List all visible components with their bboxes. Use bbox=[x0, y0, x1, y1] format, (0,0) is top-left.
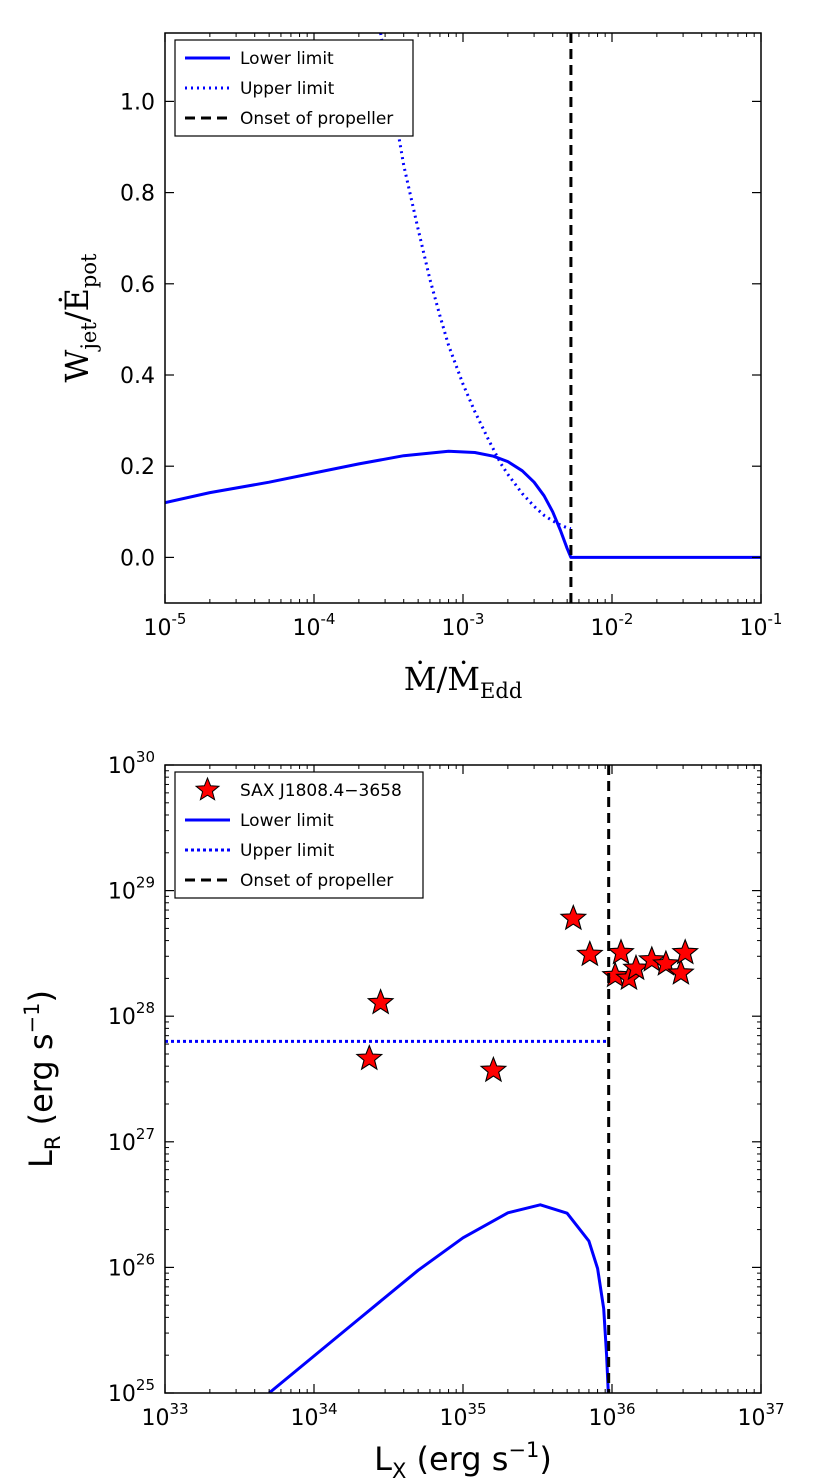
top-x-axis-label: Ṁ/ṀEdd bbox=[404, 660, 523, 703]
top-lower-limit-line bbox=[165, 449, 761, 559]
bottom-ytick-label-1: 1026 bbox=[108, 1250, 155, 1281]
bottom-xtick-label-0: 1033 bbox=[141, 1400, 188, 1431]
bottom-xtick-label-4: 1037 bbox=[737, 1400, 784, 1431]
bottom-y-axis-label: LR (erg s−1) bbox=[20, 990, 65, 1168]
bottom-data-point-4 bbox=[576, 939, 604, 967]
bottom-data-point-9 bbox=[637, 945, 666, 972]
top-xtick-label-1: 10-4 bbox=[293, 610, 336, 641]
bottom-legend-label-3: Onset of propeller bbox=[240, 871, 393, 891]
top-xtick-label-3: 10-2 bbox=[591, 610, 634, 641]
top-xtick-label-0: 10-5 bbox=[144, 610, 187, 641]
bottom-legend-star-marker bbox=[194, 776, 221, 801]
bottom-data-point-0 bbox=[355, 1044, 384, 1071]
bottom-legend-label-0: SAX J1808.4−3658 bbox=[240, 781, 402, 801]
top-legend-label-0: Lower limit bbox=[240, 49, 334, 69]
bottom-data-point-12 bbox=[671, 938, 700, 965]
bottom-data-point-5 bbox=[601, 961, 629, 988]
top-xtick-label-2: 10-3 bbox=[442, 610, 485, 641]
bottom-data-point-6 bbox=[607, 938, 635, 965]
bottom-data-point-10 bbox=[652, 949, 680, 976]
top-ytick-label-4: 0.8 bbox=[120, 182, 155, 207]
top-plot-area bbox=[165, 33, 761, 603]
top-legend-label-1: Upper limit bbox=[240, 79, 335, 99]
bottom-ytick-label-5: 1030 bbox=[108, 748, 155, 779]
bottom-ytick-label-2: 1027 bbox=[108, 1125, 155, 1156]
bottom-ytick-label-0: 1025 bbox=[108, 1376, 155, 1407]
top-ytick-label-2: 0.4 bbox=[120, 364, 155, 389]
bottom-data-point-3 bbox=[559, 903, 588, 931]
top-xtick-label-4: 10-1 bbox=[740, 610, 783, 641]
bottom-xtick-label-3: 1036 bbox=[588, 1400, 635, 1431]
top-upper-limit-line bbox=[379, 33, 572, 531]
bottom-legend: SAX J1808.4−3658 Lower limit Upper limit On… bbox=[174, 771, 424, 899]
top-y-axis-label: Wjet/Ėpot bbox=[58, 253, 101, 383]
bottom-data-point-2 bbox=[479, 1055, 508, 1083]
bottom-data-point-1 bbox=[366, 988, 395, 1015]
top-ytick-label-5: 1.0 bbox=[120, 90, 155, 115]
bottom-legend-label-1: Lower limit bbox=[240, 811, 334, 831]
bottom-panel: 1033 1034 1035 1036 1037 1025 1026 1027 1028 1029… bbox=[20, 748, 785, 1480]
bottom-xtick-label-1: 1034 bbox=[290, 1400, 337, 1431]
bottom-legend-box bbox=[174, 771, 424, 899]
top-ytick-label-0: 0.0 bbox=[120, 546, 155, 571]
bottom-data-point-11 bbox=[667, 958, 695, 985]
top-panel: 10-5 10-4 10-3 10-2 10-1 0.0 0.2 0.4 0.6 0.8 1.0 Ṁ/… bbox=[58, 32, 783, 703]
bottom-lower-limit-line bbox=[268, 1203, 610, 1393]
bottom-x-axis-label: LX (erg s−1) bbox=[374, 1438, 552, 1480]
top-legend-box bbox=[174, 39, 414, 137]
bottom-legend-label-2: Upper limit bbox=[240, 841, 335, 861]
bottom-plot-area bbox=[165, 765, 700, 1393]
bottom-ytick-label-3: 1028 bbox=[108, 999, 155, 1030]
top-ytick-label-1: 0.2 bbox=[120, 455, 155, 480]
bottom-ytick-label-4: 1029 bbox=[108, 874, 155, 905]
top-legend: Lower limit Upper limit Onset of propeller bbox=[174, 39, 414, 137]
top-ytick-label-3: 0.6 bbox=[120, 273, 155, 298]
bottom-xtick-label-2: 1035 bbox=[439, 1400, 486, 1431]
top-legend-label-2: Onset of propeller bbox=[240, 109, 393, 129]
